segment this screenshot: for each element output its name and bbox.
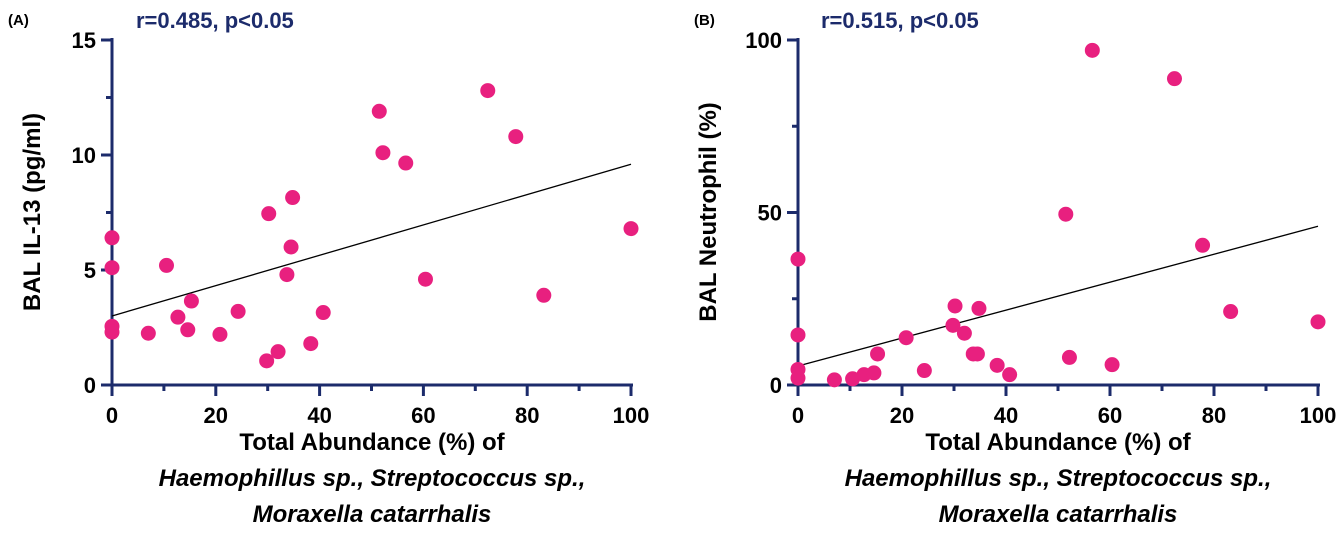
data-point — [480, 83, 496, 99]
data-point — [158, 257, 174, 273]
y-tick-label: 10 — [72, 143, 96, 168]
x-axis-label-line2: Haemophillus sp., Streptococcus sp., — [845, 465, 1272, 492]
x-axis-label-line3: Moraxella catarrhalis — [939, 501, 1178, 528]
data-point — [270, 344, 286, 360]
data-point — [104, 230, 120, 246]
data-point — [1166, 71, 1182, 87]
x-tick-label: 80 — [515, 403, 539, 428]
data-point — [916, 363, 932, 379]
x-tick-label: 40 — [994, 403, 1018, 428]
x-tick-label: 100 — [613, 403, 650, 428]
data-point — [1104, 357, 1120, 373]
x-tick-label: 0 — [792, 403, 804, 428]
data-point — [283, 239, 299, 255]
data-point — [956, 325, 972, 341]
data-point — [1195, 237, 1211, 253]
data-point — [971, 300, 987, 316]
data-point — [947, 298, 963, 314]
data-point — [285, 190, 301, 206]
data-point — [870, 346, 886, 362]
y-tick-label: 50 — [758, 201, 782, 226]
regression-line — [797, 225, 1319, 367]
x-tick-label: 20 — [204, 403, 228, 428]
panel-label: (B) — [694, 12, 715, 29]
x-tick-label: 100 — [1300, 403, 1337, 428]
y-tick-label: 15 — [72, 28, 96, 53]
data-point — [508, 129, 524, 145]
data-point — [183, 293, 199, 309]
data-point — [140, 325, 156, 341]
data-point — [230, 303, 246, 319]
panel-label: (A) — [8, 12, 29, 29]
x-tick-label: 60 — [1098, 403, 1122, 428]
data-point — [1061, 349, 1077, 365]
data-point — [623, 221, 639, 237]
data-point — [945, 317, 961, 333]
data-point — [398, 155, 414, 171]
data-point — [790, 251, 806, 267]
y-tick-label: 5 — [84, 258, 96, 283]
data-point — [212, 326, 228, 342]
data-point — [315, 305, 331, 321]
y-tick-label: 0 — [770, 373, 782, 398]
data-point — [371, 103, 387, 119]
data-point — [303, 336, 319, 352]
y-tick-label: 100 — [745, 28, 782, 53]
data-point — [104, 260, 120, 276]
panel-b: (B) r=0.515, p<0.05 BAL Neutrophil (%) T… — [694, 8, 1336, 528]
x-axis-label-line3: Moraxella catarrhalis — [253, 501, 492, 528]
data-point — [845, 371, 861, 387]
data-point — [417, 271, 433, 287]
x-axis-label-line1: Total Abundance (%) of — [925, 429, 1191, 456]
data-point — [536, 287, 552, 303]
data-point — [261, 206, 277, 222]
data-point — [790, 370, 806, 386]
data-point — [1310, 314, 1326, 330]
x-tick-label: 80 — [1202, 403, 1226, 428]
y-tick-label: 0 — [84, 373, 96, 398]
panel-a: (A) r=0.485, p<0.05 BAL IL-13 (pg/ml) To… — [8, 8, 649, 528]
data-point — [170, 309, 186, 325]
correlation-annotation: r=0.485, p<0.05 — [136, 8, 294, 33]
data-point — [1058, 206, 1074, 222]
regression-line — [111, 163, 632, 317]
data-point — [375, 145, 391, 161]
correlation-annotation: r=0.515, p<0.05 — [821, 8, 979, 33]
data-point — [790, 327, 806, 343]
x-tick-label: 60 — [411, 403, 435, 428]
data-point — [180, 322, 196, 338]
y-axis-label: BAL IL-13 (pg/ml) — [19, 113, 46, 311]
data-point — [866, 365, 882, 381]
data-point — [279, 267, 295, 283]
data-point — [898, 330, 914, 346]
x-tick-label: 40 — [307, 403, 331, 428]
x-tick-label: 20 — [890, 403, 914, 428]
data-point — [969, 346, 985, 362]
data-point — [826, 372, 842, 388]
y-axis-label: BAL Neutrophil (%) — [695, 102, 722, 322]
data-point — [1002, 367, 1018, 383]
data-point — [1084, 42, 1100, 58]
data-point — [259, 353, 275, 369]
data-point — [989, 357, 1005, 373]
x-axis-label-line2: Haemophillus sp., Streptococcus sp., — [159, 465, 586, 492]
data-point — [1223, 304, 1239, 320]
data-point — [104, 324, 120, 340]
x-axis-label-line1: Total Abundance (%) of — [239, 429, 505, 456]
x-tick-label: 0 — [106, 403, 118, 428]
